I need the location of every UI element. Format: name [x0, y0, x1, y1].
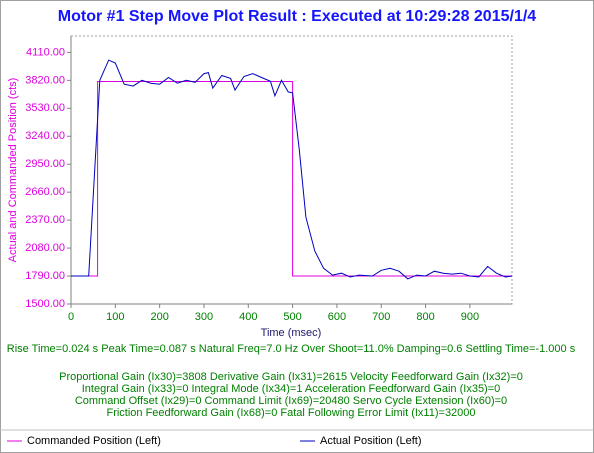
y-axis-label: Actual and Commanded Position (cts)	[7, 78, 19, 263]
info-line: Friction Feedforward Gain (Ix68)=0 Fatal…	[106, 407, 475, 419]
x-tick-label: 900	[461, 311, 479, 323]
y-tick-label: 2660.00	[25, 186, 65, 198]
x-tick-label: 500	[283, 311, 301, 323]
y-tick-label: 3530.00	[25, 102, 65, 114]
x-tick-label: 400	[239, 311, 257, 323]
x-tick-label: 300	[195, 311, 213, 323]
info-line: Integral Gain (Ix33)=0 Integral Mode (Ix…	[82, 383, 501, 395]
y-tick-label: 1790.00	[25, 270, 65, 282]
y-tick-label: 2950.00	[25, 158, 65, 170]
legend-label: Actual Position (Left)	[320, 435, 422, 447]
x-tick-label: 0	[68, 311, 74, 323]
y-tick-label: 2080.00	[25, 242, 65, 254]
x-tick-label: 100	[106, 311, 124, 323]
info-line: Rise Time=0.024 s Peak Time=0.087 s Natu…	[7, 343, 576, 355]
x-tick-label: 200	[150, 311, 168, 323]
y-tick-label: 3820.00	[25, 74, 65, 86]
x-tick-label: 800	[416, 311, 434, 323]
chart-title: Motor #1 Step Move Plot Result : Execute…	[58, 8, 536, 25]
x-axis-label: Time (msec)	[261, 327, 322, 339]
y-tick-label: 4110.00	[26, 46, 65, 58]
info-line: Proportional Gain (Ix30)=3808 Derivative…	[59, 371, 523, 383]
series-line	[71, 59, 513, 280]
legend-label: Commanded Position (Left)	[27, 435, 161, 447]
series-line	[71, 81, 512, 277]
x-tick-label: 600	[328, 311, 346, 323]
x-tick-label: 700	[372, 311, 390, 323]
y-tick-label: 1500.00	[25, 298, 65, 310]
y-tick-label: 2370.00	[25, 214, 65, 226]
info-line: Command Offset (Ix29)=0 Command Limit (I…	[75, 395, 507, 407]
y-tick-label: 3240.00	[25, 130, 65, 142]
